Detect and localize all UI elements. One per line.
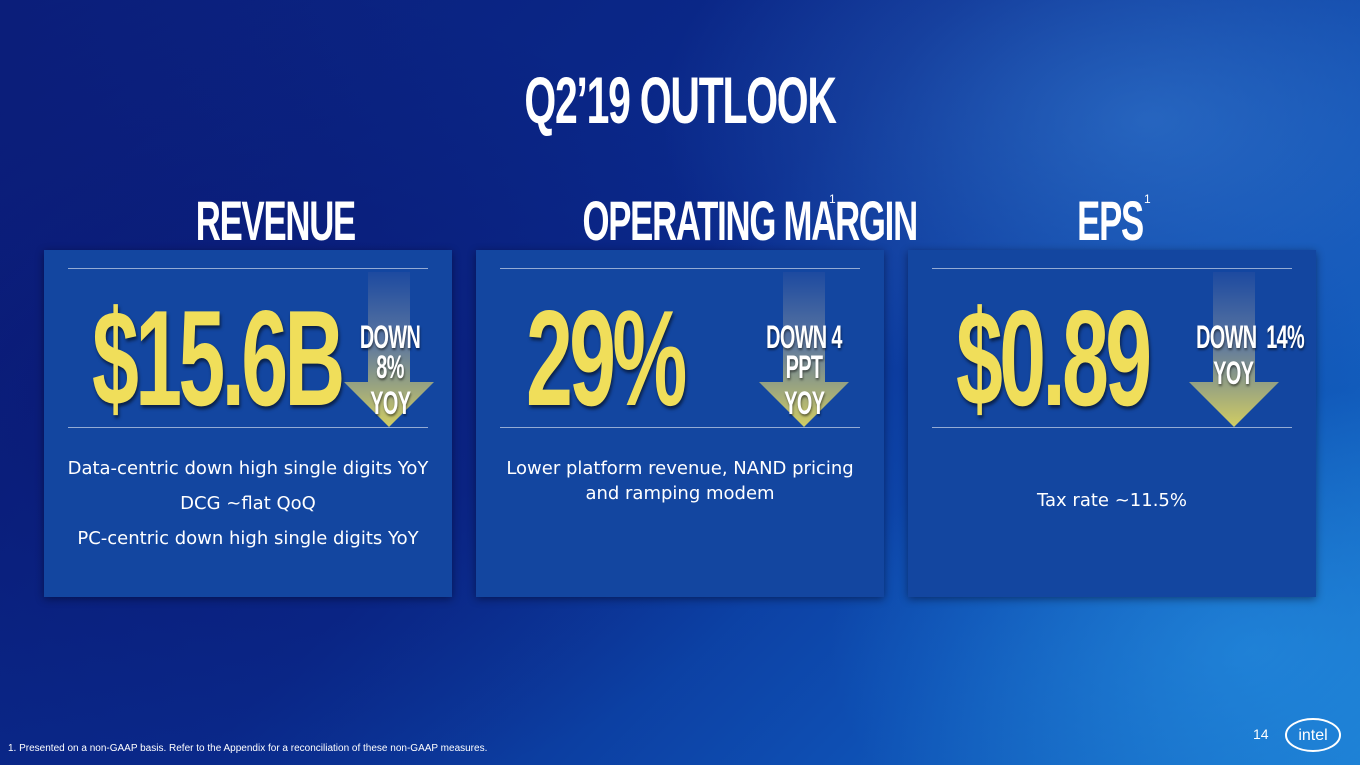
operating-margin-change: DOWN 4 PPT YOY bbox=[766, 319, 842, 421]
eps-change: DOWN 14% YOY bbox=[1196, 319, 1305, 391]
divider bbox=[68, 268, 428, 269]
logo-text: intel bbox=[1298, 727, 1327, 744]
divider bbox=[68, 427, 428, 428]
note-line: and ramping modem bbox=[585, 483, 775, 504]
operating-margin-value: 29% bbox=[526, 282, 687, 434]
divider bbox=[500, 427, 860, 428]
page-number: 14 bbox=[1253, 726, 1269, 742]
down-arrow-icon bbox=[1189, 272, 1279, 427]
revenue-change: DOWN 8% YOY bbox=[359, 319, 421, 421]
intel-logo: intel bbox=[1285, 718, 1341, 752]
revenue-heading: REVENUE bbox=[195, 189, 356, 252]
divider bbox=[500, 268, 860, 269]
divider bbox=[932, 427, 1292, 428]
note-line: PC-centric down high single digits YoY bbox=[77, 528, 419, 549]
note-line: Tax rate ~11.5% bbox=[1037, 490, 1187, 511]
eps-heading: EPS bbox=[1077, 189, 1144, 252]
revenue-notes: Data-centric down high single digits YoY… bbox=[44, 451, 452, 556]
slide-title: Q2’19 OUTLOOK bbox=[524, 63, 837, 137]
down-arrow-icon bbox=[759, 272, 849, 427]
eps-card: $0.89 DOWN 14% YOY Tax rate ~11.5% bbox=[908, 250, 1316, 597]
down-arrow-icon bbox=[344, 272, 434, 427]
operating-margin-notes: Lower platform revenue, NAND pricing and… bbox=[476, 456, 884, 506]
footnote: 1. Presented on a non-GAAP basis. Refer … bbox=[8, 743, 488, 754]
eps-footnote-marker: 1 bbox=[1144, 192, 1151, 206]
eps-notes: Tax rate ~11.5% bbox=[908, 483, 1316, 518]
operating-margin-card: 29% DOWN 4 PPT YOY Lower platform revenu… bbox=[476, 250, 884, 597]
divider bbox=[932, 268, 1292, 269]
revenue-card: $15.6B DOWN 8% YOY Data-centric down hig… bbox=[44, 250, 452, 597]
eps-value: $0.89 bbox=[956, 282, 1152, 434]
note-line: Lower platform revenue, NAND pricing bbox=[506, 458, 854, 479]
note-line: DCG ~flat QoQ bbox=[180, 493, 316, 514]
revenue-value: $15.6B bbox=[92, 282, 345, 434]
operating-margin-footnote-marker: 1 bbox=[829, 192, 836, 206]
note-line: Data-centric down high single digits YoY bbox=[67, 458, 429, 479]
operating-margin-heading: OPERATING MARGIN bbox=[582, 189, 918, 252]
